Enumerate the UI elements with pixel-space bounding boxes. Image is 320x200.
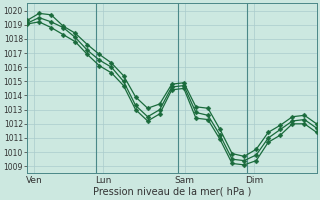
X-axis label: Pression niveau de la mer( hPa ): Pression niveau de la mer( hPa )	[92, 187, 251, 197]
